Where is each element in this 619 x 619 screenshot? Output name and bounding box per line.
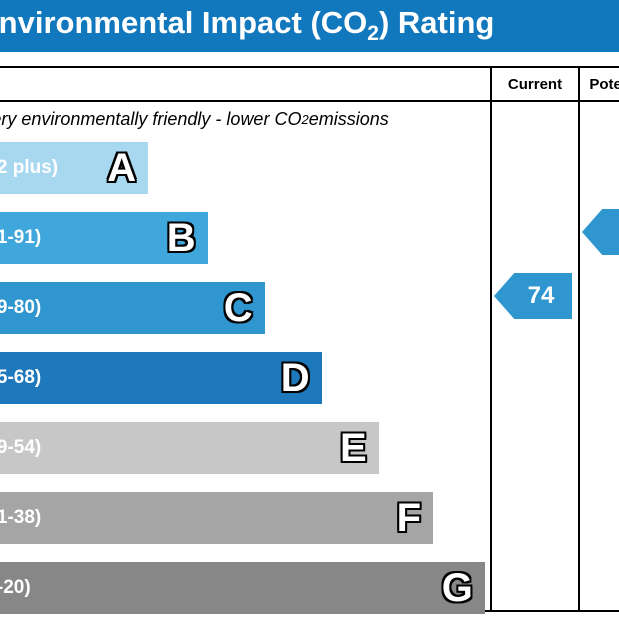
current-rating-value: 74 bbox=[527, 282, 555, 309]
band-range: (92 plus) bbox=[0, 157, 59, 178]
chart-title-suffix: ) Rating bbox=[378, 5, 495, 41]
band-row-d: (55-68) D bbox=[0, 352, 490, 416]
potential-rating-arrow: 8 bbox=[582, 209, 619, 255]
band-letter: G bbox=[441, 566, 473, 610]
band-letter: A bbox=[107, 146, 137, 190]
rating-table: Current Potential Very environmentally f… bbox=[0, 66, 619, 614]
band-row-c: (69-80) C bbox=[0, 282, 490, 346]
potential-column-header: Potential bbox=[589, 76, 619, 93]
band-row-g: (1-20) G bbox=[0, 562, 490, 619]
band-row-f: (21-38) F bbox=[0, 492, 490, 556]
chart-title: Environmental Impact (CO2) Rating bbox=[0, 5, 494, 46]
potential-column-divider bbox=[578, 68, 580, 610]
band-row-e: (39-54) E bbox=[0, 422, 490, 486]
band-bar-c: (69-80) C bbox=[0, 282, 265, 334]
band-range: (69-80) bbox=[0, 297, 42, 318]
co2-subscript: 2 bbox=[301, 111, 309, 127]
band-row-b: (81-91) B bbox=[0, 212, 490, 276]
band-letter: F bbox=[396, 496, 422, 540]
band-range: (39-54) bbox=[0, 437, 42, 458]
chart-title-banner: Environmental Impact (CO2) Rating bbox=[0, 0, 619, 52]
band-letter: D bbox=[280, 356, 310, 400]
band-bar-e: (39-54) E bbox=[0, 422, 379, 474]
band-range: (55-68) bbox=[0, 367, 42, 388]
current-column-divider bbox=[490, 68, 492, 610]
band-letter: E bbox=[339, 426, 367, 470]
band-bar-d: (55-68) D bbox=[0, 352, 322, 404]
top-note: Very environmentally friendly - lower CO… bbox=[0, 102, 619, 136]
table-header-row: Current Potential bbox=[0, 68, 619, 102]
top-note-prefix: Very environmentally friendly - lower CO bbox=[0, 108, 302, 129]
band-range: (81-91) bbox=[0, 227, 42, 248]
band-bar-b: (81-91) B bbox=[0, 212, 208, 264]
band-bar-a: (92 plus) A bbox=[0, 142, 149, 194]
band-bar-g: (1-20) G bbox=[0, 562, 485, 614]
band-row-a: (92 plus) A bbox=[0, 142, 490, 206]
current-rating-arrow: 74 bbox=[494, 273, 572, 319]
band-letter: C bbox=[223, 286, 253, 330]
band-list: (92 plus) A (81-91) B (69-80) C bbox=[0, 142, 490, 619]
current-column-header: Current bbox=[507, 76, 563, 93]
band-bar-f: (21-38) F bbox=[0, 492, 434, 544]
chart-title-prefix: Environmental Impact (CO bbox=[0, 5, 368, 41]
band-range: (1-20) bbox=[0, 577, 31, 598]
band-letter: B bbox=[166, 216, 196, 260]
band-range: (21-38) bbox=[0, 507, 42, 528]
top-note-suffix: emissions bbox=[308, 108, 389, 129]
co2-subscript: 2 bbox=[367, 22, 379, 46]
